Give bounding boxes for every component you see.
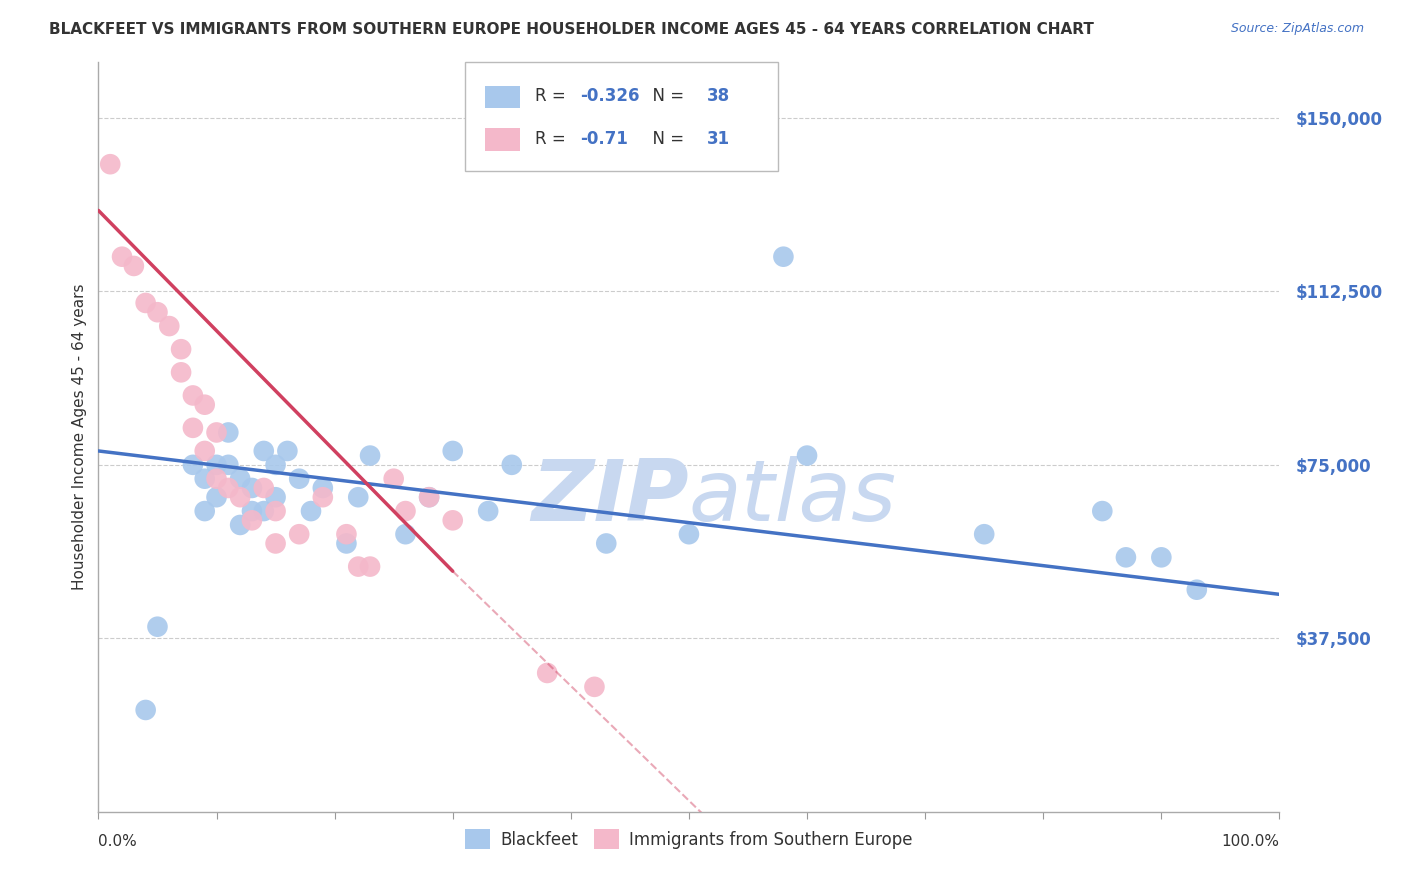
Point [217, 481, 239, 495]
Text: R =: R = [536, 130, 571, 148]
Point [382, 472, 405, 486]
Text: 0.0%: 0.0% [98, 834, 138, 849]
Point [359, 559, 381, 574]
Point [394, 527, 416, 541]
Point [288, 527, 311, 541]
Point [181, 388, 204, 402]
Point [217, 458, 239, 472]
Text: 38: 38 [707, 87, 730, 105]
FancyBboxPatch shape [485, 86, 520, 108]
Point [973, 527, 995, 541]
Point [111, 250, 134, 264]
Point [170, 365, 193, 379]
Point [312, 481, 335, 495]
Point [217, 425, 239, 440]
Point [264, 490, 287, 504]
Point [595, 536, 617, 550]
Point [205, 472, 228, 486]
Point [135, 703, 157, 717]
Point [347, 490, 370, 504]
Point [253, 504, 276, 518]
Point [772, 250, 794, 264]
Text: atlas: atlas [689, 456, 897, 539]
Point [264, 504, 287, 518]
Point [299, 504, 322, 518]
Point [135, 296, 157, 310]
Point [796, 449, 818, 463]
Text: -0.71: -0.71 [581, 130, 628, 148]
Point [312, 490, 335, 504]
Point [229, 518, 252, 533]
Point [264, 458, 287, 472]
Point [181, 458, 204, 472]
Point [1150, 550, 1173, 565]
Text: ZIP: ZIP [531, 456, 689, 539]
Point [146, 620, 169, 634]
Text: BLACKFEET VS IMMIGRANTS FROM SOUTHERN EUROPE HOUSEHOLDER INCOME AGES 45 - 64 YEA: BLACKFEET VS IMMIGRANTS FROM SOUTHERN EU… [49, 22, 1094, 37]
Point [205, 425, 228, 440]
Point [418, 490, 440, 504]
Point [347, 559, 370, 574]
Point [181, 421, 204, 435]
Point [146, 305, 169, 319]
Text: -0.326: -0.326 [581, 87, 640, 105]
Point [253, 444, 276, 458]
Text: 31: 31 [707, 130, 730, 148]
Point [157, 319, 180, 334]
Point [229, 490, 252, 504]
Point [264, 536, 287, 550]
Point [276, 444, 298, 458]
Point [122, 259, 145, 273]
Point [194, 472, 217, 486]
Point [394, 504, 416, 518]
Point [240, 504, 263, 518]
Point [98, 157, 121, 171]
Point [418, 490, 440, 504]
Point [536, 665, 558, 680]
Text: R =: R = [536, 87, 571, 105]
Point [583, 680, 606, 694]
Point [205, 458, 228, 472]
Point [335, 527, 357, 541]
Point [240, 513, 263, 527]
Text: 100.0%: 100.0% [1222, 834, 1279, 849]
Point [1115, 550, 1137, 565]
Point [253, 481, 276, 495]
Point [240, 481, 263, 495]
Point [678, 527, 700, 541]
Text: N =: N = [641, 130, 689, 148]
Point [359, 449, 381, 463]
Point [229, 472, 252, 486]
Point [1091, 504, 1114, 518]
Legend: Blackfeet, Immigrants from Southern Europe: Blackfeet, Immigrants from Southern Euro… [458, 822, 920, 855]
Point [441, 444, 464, 458]
Text: N =: N = [641, 87, 689, 105]
Point [441, 513, 464, 527]
Point [170, 342, 193, 356]
Point [288, 472, 311, 486]
Point [205, 490, 228, 504]
FancyBboxPatch shape [464, 62, 778, 171]
Y-axis label: Householder Income Ages 45 - 64 years: Householder Income Ages 45 - 64 years [72, 284, 87, 591]
FancyBboxPatch shape [485, 128, 520, 151]
Point [335, 536, 357, 550]
Point [477, 504, 499, 518]
Point [194, 398, 217, 412]
Text: Source: ZipAtlas.com: Source: ZipAtlas.com [1230, 22, 1364, 36]
Point [501, 458, 523, 472]
Point [194, 504, 217, 518]
Point [1185, 582, 1208, 597]
Point [194, 444, 217, 458]
